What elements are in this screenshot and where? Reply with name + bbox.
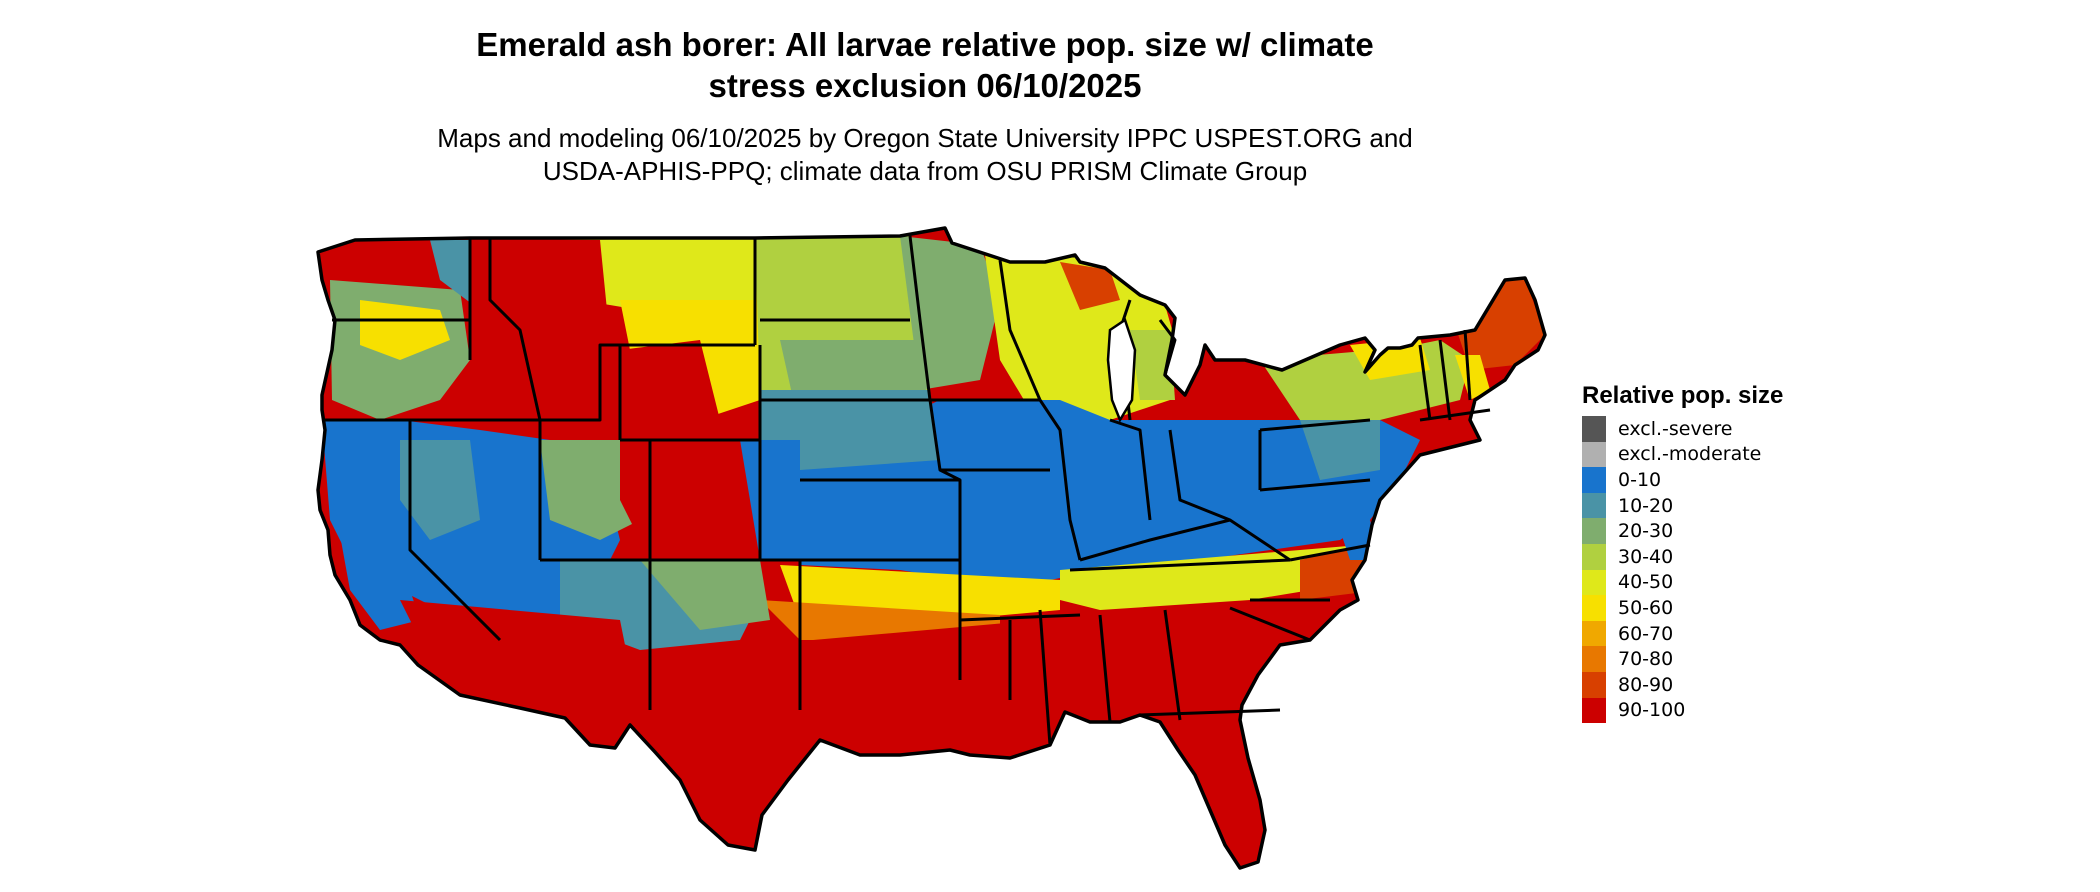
- legend-swatch: [1582, 416, 1606, 442]
- border-ca-nv: [408, 420, 502, 642]
- border-nh-me: [1463, 329, 1472, 401]
- border-il: [1038, 399, 1082, 561]
- legend-label: 30-40: [1618, 545, 1674, 568]
- legend-label: 10-20: [1618, 494, 1674, 517]
- zone-pnw-yellow: [360, 300, 450, 360]
- legend-swatch: [1582, 543, 1606, 570]
- legend-items: excl.-severe excl.-moderate 0-10 10-20 20-30…: [1582, 416, 1783, 724]
- border-oh: [1168, 429, 1231, 522]
- legend-swatch: [1582, 569, 1606, 596]
- legend-swatch: [1582, 646, 1606, 672]
- legend-label: 40-50: [1618, 571, 1674, 594]
- border-pa-ny: [1259, 418, 1371, 432]
- border-ky-tn: [1069, 558, 1291, 572]
- legend-item: 50-60: [1582, 595, 1783, 621]
- legend-item: 20-30: [1582, 518, 1783, 544]
- legend-item: 60-70: [1582, 620, 1783, 647]
- border-ky-north: [1079, 518, 1291, 562]
- zone-utah-green: [540, 440, 640, 540]
- legend-swatch: [1582, 518, 1606, 544]
- map-fill-layer: [318, 228, 1545, 868]
- border-mn-wi: [998, 259, 1042, 401]
- legend-item: 10-20: [1582, 492, 1783, 519]
- zone-ca-coast-blue: [330, 480, 420, 630]
- legend-label: 60-70: [1618, 622, 1674, 645]
- zone-michigan-green: [1130, 330, 1175, 400]
- legend-item: excl.-severe: [1582, 416, 1783, 442]
- legend-item: excl.-moderate: [1582, 441, 1783, 468]
- zone-desert-red: [400, 600, 640, 740]
- map-title-line-1: Emerald ash borer: All larvae relative p…: [476, 26, 1374, 63]
- legend-label: 90-100: [1618, 699, 1686, 722]
- zone-nv-teal: [400, 440, 480, 540]
- zone-nm-green: [640, 560, 770, 630]
- map-subtitle: Maps and modeling 06/10/2025 by Oregon S…: [330, 122, 1520, 188]
- legend-label: 80-90: [1618, 673, 1674, 696]
- border-ma-south: [1419, 408, 1491, 422]
- map-title: Emerald ash borer: All larvae relative p…: [330, 24, 1520, 106]
- legend-label: 50-60: [1618, 596, 1674, 619]
- legend-label: 0-10: [1618, 468, 1662, 491]
- border-in: [1109, 418, 1152, 521]
- border-ga-sc: [1229, 606, 1311, 642]
- map-subtitle-line-2: USDA-APHIS-PPQ; climate data from OSU PR…: [542, 156, 1308, 186]
- border-al-ga: [1163, 609, 1182, 721]
- zone-tn-yellow: [1060, 545, 1372, 610]
- legend-label: excl.-moderate: [1618, 443, 1762, 466]
- zone-idaho-red: [470, 240, 610, 420]
- border-michigan-lake: [1158, 319, 1177, 376]
- legend: Relative pop. size excl.-severe excl.-mod…: [1582, 382, 1784, 724]
- state-borders: [322, 235, 1491, 746]
- zone-ks-teal: [760, 390, 940, 470]
- border-id-mt: [488, 238, 542, 421]
- legend-item: 80-90: [1582, 671, 1783, 698]
- legend-swatch: [1582, 620, 1606, 647]
- legend-swatch: [1582, 595, 1606, 621]
- border-ar-tn-ms: [959, 613, 1081, 622]
- legend-item: 70-80: [1582, 646, 1783, 672]
- zone-pa-teal: [1300, 420, 1380, 480]
- legend-item: 0-10: [1582, 467, 1783, 493]
- border-vt-nh: [1438, 339, 1452, 421]
- border-va-nc: [1289, 543, 1371, 562]
- zone-central-blue: [790, 400, 1420, 580]
- lake-michigan: [1106, 318, 1137, 423]
- legend-swatch: [1582, 697, 1606, 724]
- map-title-line-2: stress exclusion 06/10/2025: [708, 67, 1142, 104]
- legend-swatch: [1582, 441, 1606, 468]
- zone-ny-yellow: [1350, 338, 1430, 380]
- legend-swatch: [1582, 671, 1606, 698]
- legend-title: Relative pop. size: [1582, 382, 1784, 409]
- legend-swatch: [1582, 492, 1606, 519]
- us-outline: [316, 226, 1547, 870]
- legend-item: 90-100: [1582, 697, 1783, 724]
- border-pa-md: [1259, 478, 1371, 492]
- title-block: Emerald ash borer: All larvae relative p…: [330, 24, 1520, 188]
- zone-up-michigan-orange: [1060, 262, 1120, 310]
- legend-item: 40-50: [1582, 569, 1783, 596]
- legend-label: excl.-severe: [1618, 417, 1733, 440]
- border-fl-north: [1139, 708, 1281, 717]
- border-ms-la: [1038, 609, 1052, 746]
- legend-label: 70-80: [1618, 648, 1674, 671]
- legend-swatch: [1582, 467, 1606, 493]
- legend-label: 20-30: [1618, 520, 1674, 543]
- zone-nh-yellow: [1455, 355, 1490, 400]
- border-ms-al: [1098, 614, 1112, 723]
- zone-co-east-blue: [740, 440, 800, 560]
- legend-item: 30-40: [1582, 543, 1783, 570]
- map-subtitle-line-1: Maps and modeling 06/10/2025 by Oregon S…: [437, 123, 1413, 153]
- border-ny-vt: [1418, 344, 1432, 421]
